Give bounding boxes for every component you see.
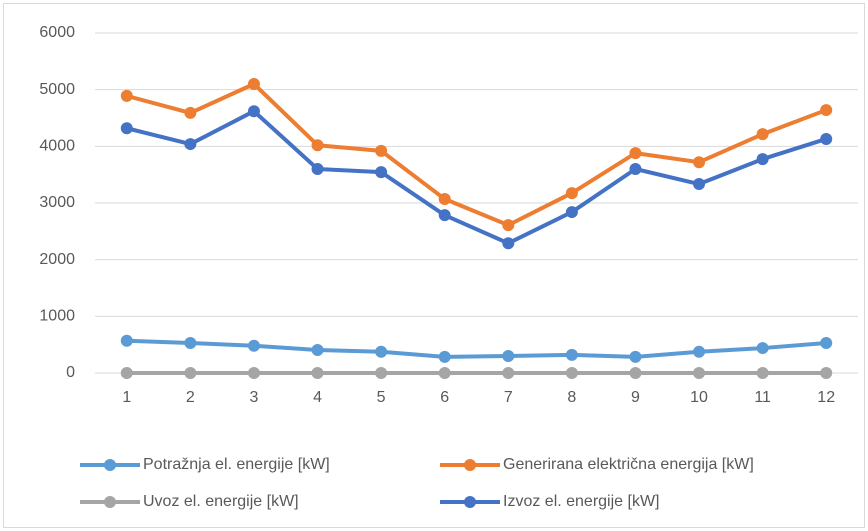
data-point [502, 350, 515, 362]
x-tick-label: 1 [122, 389, 131, 406]
data-point [120, 122, 133, 135]
data-point [438, 209, 451, 222]
x-tick-label: 9 [631, 389, 640, 406]
series-line [126, 109, 827, 246]
data-point [247, 367, 260, 379]
data-point [247, 105, 260, 118]
data-point [184, 138, 197, 151]
data-point [375, 166, 388, 179]
data-point [311, 344, 324, 357]
y-tick-label: 4000 [39, 138, 75, 155]
data-point [375, 345, 388, 358]
x-tick-label: 2 [186, 389, 195, 406]
legend-label: Generirana električna energija [kW] [503, 456, 754, 473]
data-point [120, 367, 133, 379]
data-point [693, 156, 706, 169]
series-line [126, 82, 827, 228]
x-tick-label: 3 [250, 389, 259, 406]
data-point [184, 106, 197, 119]
data-point [693, 178, 706, 191]
data-point [820, 104, 833, 117]
legend-marker [464, 459, 476, 471]
data-point [375, 367, 388, 379]
y-tick-label: 6000 [39, 24, 75, 41]
data-point [247, 339, 260, 352]
legend-label: Uvoz el. energije [kW] [143, 493, 299, 510]
data-point [820, 336, 833, 349]
x-tick-label: 8 [567, 389, 576, 406]
data-point [502, 237, 515, 250]
data-point [629, 350, 642, 363]
data-point [629, 367, 642, 379]
legend-marker [104, 496, 116, 508]
data-point [820, 367, 833, 379]
x-tick-label: 7 [504, 389, 513, 406]
data-point [247, 78, 260, 90]
legend-label: Potražnja el. energije [kW] [143, 456, 330, 473]
chart-border [3, 3, 865, 528]
data-point [438, 367, 451, 379]
x-tick-label: 6 [440, 389, 449, 406]
data-point [693, 367, 706, 379]
x-tick-label: 4 [313, 389, 322, 406]
x-tick-label: 5 [377, 389, 386, 406]
series-line [126, 338, 827, 359]
data-point [565, 206, 578, 219]
y-tick-label: 3000 [39, 194, 75, 211]
legend-label: Izvoz el. energije [kW] [503, 493, 660, 510]
data-point [820, 132, 833, 145]
x-tick-label: 11 [754, 389, 771, 406]
data-point [565, 348, 578, 361]
data-point [629, 147, 642, 160]
data-point [311, 163, 324, 175]
legend-marker [104, 459, 116, 471]
data-point [756, 153, 769, 166]
data-point [629, 163, 642, 175]
data-point [120, 89, 133, 102]
data-point [311, 139, 324, 152]
data-point [502, 219, 515, 232]
y-tick-label: 2000 [39, 251, 75, 268]
data-point [438, 193, 451, 206]
data-point [693, 345, 706, 358]
data-point [184, 336, 197, 349]
data-point [184, 367, 197, 379]
data-point [565, 367, 578, 379]
data-point [502, 367, 515, 379]
data-point [311, 367, 324, 379]
x-tick-label: 12 [817, 389, 835, 406]
data-point [438, 350, 451, 363]
data-point [756, 128, 769, 141]
data-point [565, 187, 578, 200]
data-point [120, 334, 133, 347]
y-tick-label: 5000 [39, 81, 75, 98]
y-tick-label: 1000 [39, 308, 75, 325]
data-point [375, 144, 388, 157]
legend-marker [464, 496, 476, 508]
x-tick-label: 10 [690, 389, 708, 406]
data-point [756, 342, 769, 355]
data-point [756, 367, 769, 379]
y-tick-label: 0 [66, 364, 75, 381]
